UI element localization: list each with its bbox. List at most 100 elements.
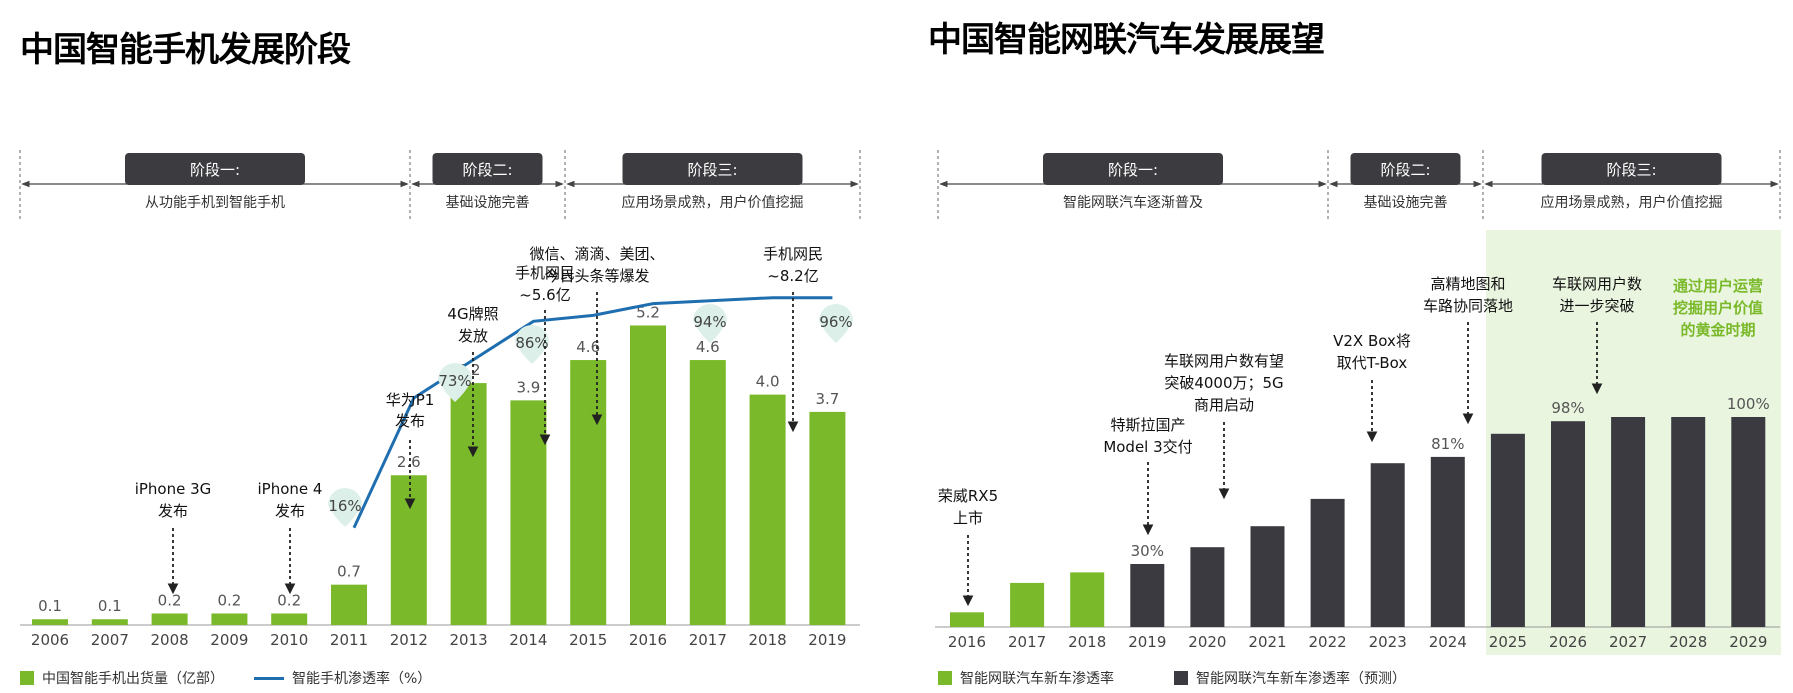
right-bar	[1731, 417, 1766, 627]
right-x-tick-label: 2018	[1068, 633, 1106, 651]
left-x-tick-label: 2019	[808, 631, 846, 649]
left-annotation-text: 今日头条等爆发	[544, 267, 649, 285]
left-x-tick-label: 2016	[629, 631, 667, 649]
left-bar-value-label: 0.7	[337, 563, 361, 581]
left-annotation-text: 发布	[275, 502, 305, 520]
left-annotation-text: iPhone 3G	[135, 480, 212, 498]
left-annotation-text: 4G牌照	[447, 305, 498, 323]
left-x-tick-label: 2011	[330, 631, 368, 649]
right-bar	[1070, 572, 1105, 627]
left-stage-name: 阶段二:	[462, 161, 512, 179]
left-pct-bubble-label: 73%	[438, 372, 471, 390]
right-bar	[950, 612, 984, 627]
left-bar	[331, 584, 367, 625]
left-stage-name: 阶段一:	[190, 161, 240, 179]
right-bar	[1430, 456, 1465, 627]
right-bar	[1370, 463, 1405, 627]
right-stage-box	[1350, 153, 1461, 185]
left-pct-bubble-label: 94%	[693, 313, 726, 331]
left-x-tick-label: 2018	[749, 631, 787, 649]
left-bar-value-label: 5.2	[636, 303, 660, 321]
left-bar-value-label: 0.1	[98, 597, 122, 615]
right-bar	[1671, 417, 1706, 627]
right-annotation-text: 荣威RX5	[938, 487, 998, 505]
left-x-tick-label: 2008	[151, 631, 189, 649]
left-penetration-line	[352, 296, 833, 529]
right-x-tick-label: 2019	[1128, 633, 1166, 651]
left-annotation-text: 发布	[158, 502, 188, 520]
left-pct-bubble-label: 16%	[328, 497, 361, 515]
right-bar	[1010, 582, 1045, 627]
right-bar-value-label: 98%	[1551, 399, 1584, 417]
left-annotation-text: ~8.2亿	[767, 267, 818, 285]
right-x-tick-label: 2029	[1729, 633, 1767, 651]
left-annotation-text: 手机网民	[515, 264, 575, 282]
right-annotation-text: V2X Box将	[1333, 332, 1411, 350]
left-bar	[450, 383, 487, 625]
right-bar	[1611, 417, 1646, 627]
right-x-tick-label: 2023	[1369, 633, 1407, 651]
right-x-tick-label: 2021	[1248, 633, 1286, 651]
left-pct-bubble	[515, 325, 549, 364]
left-chart-title: 中国智能手机发展阶段	[20, 30, 351, 70]
left-pct-bubble	[438, 363, 472, 402]
left-bar-value-label: 0.2	[158, 591, 182, 609]
left-pct-bubble-label: 86%	[515, 334, 548, 352]
left-x-tick-label: 2009	[210, 631, 248, 649]
left-bar	[749, 394, 786, 625]
left-bar	[630, 325, 666, 625]
right-annotation-text: 商用启动	[1194, 396, 1254, 414]
left-bar-value-label: 0.1	[38, 597, 62, 615]
left-pct-bubble	[693, 304, 727, 343]
left-bar-value-label: 4.6	[696, 338, 720, 356]
right-stage-box	[1043, 153, 1223, 185]
right-x-tick-label: 2028	[1669, 633, 1707, 651]
right-bar	[1130, 564, 1165, 627]
right-annotation-text: 上市	[953, 509, 983, 527]
left-x-tick-label: 2007	[91, 631, 129, 649]
right-chart-title: 中国智能网联汽车发展展望	[928, 20, 1325, 60]
left-annotation-text: 发放	[458, 327, 488, 345]
right-x-tick-label: 2022	[1309, 633, 1347, 651]
right-stage-box	[1541, 153, 1722, 185]
left-stage-desc: 从功能手机到智能手机	[145, 195, 285, 211]
right-x-tick-label: 2025	[1489, 633, 1527, 651]
left-bar	[689, 360, 726, 625]
left-bar	[211, 613, 248, 625]
left-bar-value-label: 4.0	[756, 373, 780, 391]
right-bar	[1551, 421, 1585, 627]
legend-line-label: 智能手机渗透率（%）	[292, 671, 432, 687]
right-annotation-text: 取代T-Box	[1337, 354, 1408, 372]
left-x-tick-label: 2012	[390, 631, 428, 649]
right-annotation-text: 车联网用户数	[1552, 275, 1642, 293]
left-stage-name: 阶段三:	[687, 161, 737, 179]
legend-line-swatch	[254, 676, 284, 680]
left-x-tick-label: 2014	[509, 631, 547, 649]
legend-forecast-swatch	[1174, 671, 1188, 685]
left-x-tick-label: 2006	[31, 631, 69, 649]
left-stage-desc: 基础设施完善	[446, 194, 530, 211]
right-annotation-text: 车路协同落地	[1423, 297, 1513, 315]
left-legend: 中国智能手机出货量（亿部） 智能手机渗透率（%）	[20, 668, 431, 688]
left-bar-value-label: 4.6	[576, 338, 600, 356]
left-bar	[151, 613, 188, 625]
left-stage-box	[622, 153, 803, 185]
legend-green-swatch	[20, 671, 34, 685]
right-bar-value-label: 100%	[1727, 395, 1770, 413]
left-stage-desc: 应用场景成熟，用户价值挖掘	[622, 194, 804, 211]
left-bar-value-label: 2.6	[397, 453, 421, 471]
left-bar	[271, 613, 308, 625]
left-bar-value-label: 0.2	[217, 591, 241, 609]
right-highlight-text: 通过用户运营	[1673, 277, 1763, 295]
left-bar-value-label: 0.2	[277, 591, 301, 609]
left-pct-bubble-label: 96%	[819, 313, 852, 331]
right-bar	[1190, 547, 1225, 627]
right-x-tick-label: 2016	[948, 633, 986, 651]
legend-actual-swatch	[938, 671, 952, 685]
right-legend: 智能网联汽车新车渗透率 智能网联汽车新车渗透率（预测）	[938, 668, 1406, 688]
left-annotation-text: 微信、滴滴、美团、	[529, 245, 664, 263]
left-annotation-text: iPhone 4	[258, 480, 323, 498]
left-x-tick-label: 2017	[689, 631, 727, 649]
right-x-tick-label: 2017	[1008, 633, 1046, 651]
right-bar-value-label: 81%	[1431, 435, 1464, 453]
